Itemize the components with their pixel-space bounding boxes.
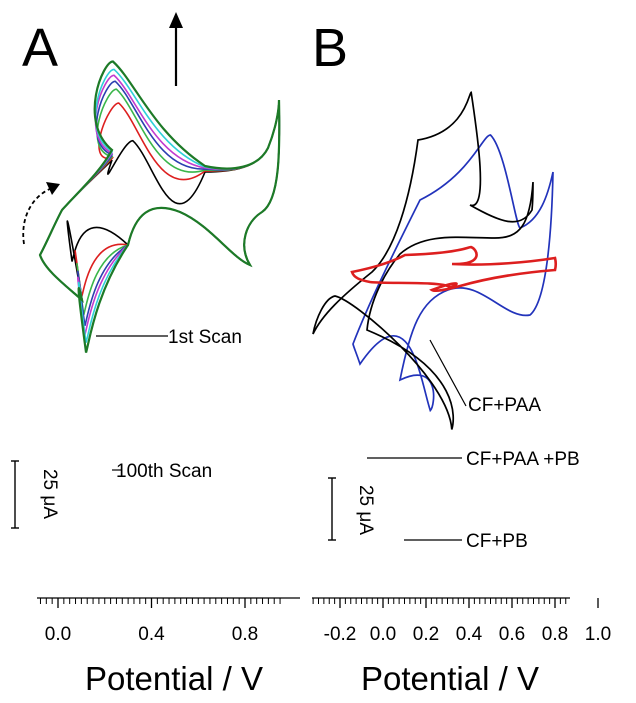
x-axis-tick-label: 0.6 [499, 624, 525, 645]
panel-a-cv-curve [39, 99, 281, 303]
legend-cf-paa: CF+PAA [429, 339, 541, 416]
legend-cf-pb: CF+PB [404, 531, 528, 552]
panel-a-cv-curve [39, 68, 281, 343]
x-axis-tick-label: 0.2 [413, 624, 439, 645]
panel-b-cv-curve-cf-paa-pb [312, 91, 534, 430]
panel-b-x-axis-title: Potential / V [361, 660, 539, 697]
panel-a-scale-bar: 25 μA [11, 460, 60, 529]
legend-cf-pb-label: CF+PB [466, 531, 528, 552]
x-axis-tick-label: 0.8 [232, 624, 258, 645]
legend-cf-paa-pb: CF+PAA +PB [367, 449, 580, 470]
upward-arrow-icon [169, 12, 183, 86]
hundredth-scan-annotation: 100th Scan [112, 461, 212, 482]
panel-a-x-axis-title: Potential / V [85, 660, 263, 697]
panel-a-curves [38, 60, 281, 353]
panel-b-cv-curve-cf-paa [350, 245, 558, 293]
x-axis-tick-label: -0.2 [324, 624, 357, 645]
panel-b-cv-curve-cf-pb [352, 134, 554, 413]
panel-a-cv-curve [39, 99, 281, 303]
curved-dashed-arrow-icon [22, 182, 60, 245]
first-scan-annotation: 1st Scan [96, 327, 242, 348]
first-scan-label: 1st Scan [168, 327, 242, 348]
x-axis-tick-label: 0.0 [370, 624, 396, 645]
panel-a-scale-label: 25 μA [39, 469, 60, 519]
x-axis-tick-label: 0.8 [542, 624, 568, 645]
panel-a-cv-curve [39, 80, 281, 327]
panel-a-x-axis: 0.0 0.4 0.8 [37, 597, 300, 645]
panel-b-curves [312, 91, 558, 430]
x-axis-tick-label: 0.0 [45, 624, 71, 645]
panel-b-scale-label: 25 μA [355, 485, 376, 535]
x-axis-tick-label: 0.4 [456, 624, 483, 645]
legend-cf-paa-pb-label: CF+PAA +PB [466, 449, 580, 470]
x-axis-tick-label: 1.0 [585, 624, 611, 645]
panel-a-letter: A [22, 18, 58, 78]
x-axis-tick-label: 0.4 [138, 624, 165, 645]
panel-b-x-axis: -0.2 0.0 0.2 0.4 0.6 0.8 1.0 [312, 597, 611, 645]
panel-b-letter: B [312, 18, 348, 78]
hundredth-scan-label: 100th Scan [116, 461, 212, 482]
panel-a-cv-curve [38, 60, 281, 353]
panel-b-scale-bar: 25 μA [328, 477, 376, 541]
legend-cf-paa-label: CF+PAA [468, 395, 541, 416]
